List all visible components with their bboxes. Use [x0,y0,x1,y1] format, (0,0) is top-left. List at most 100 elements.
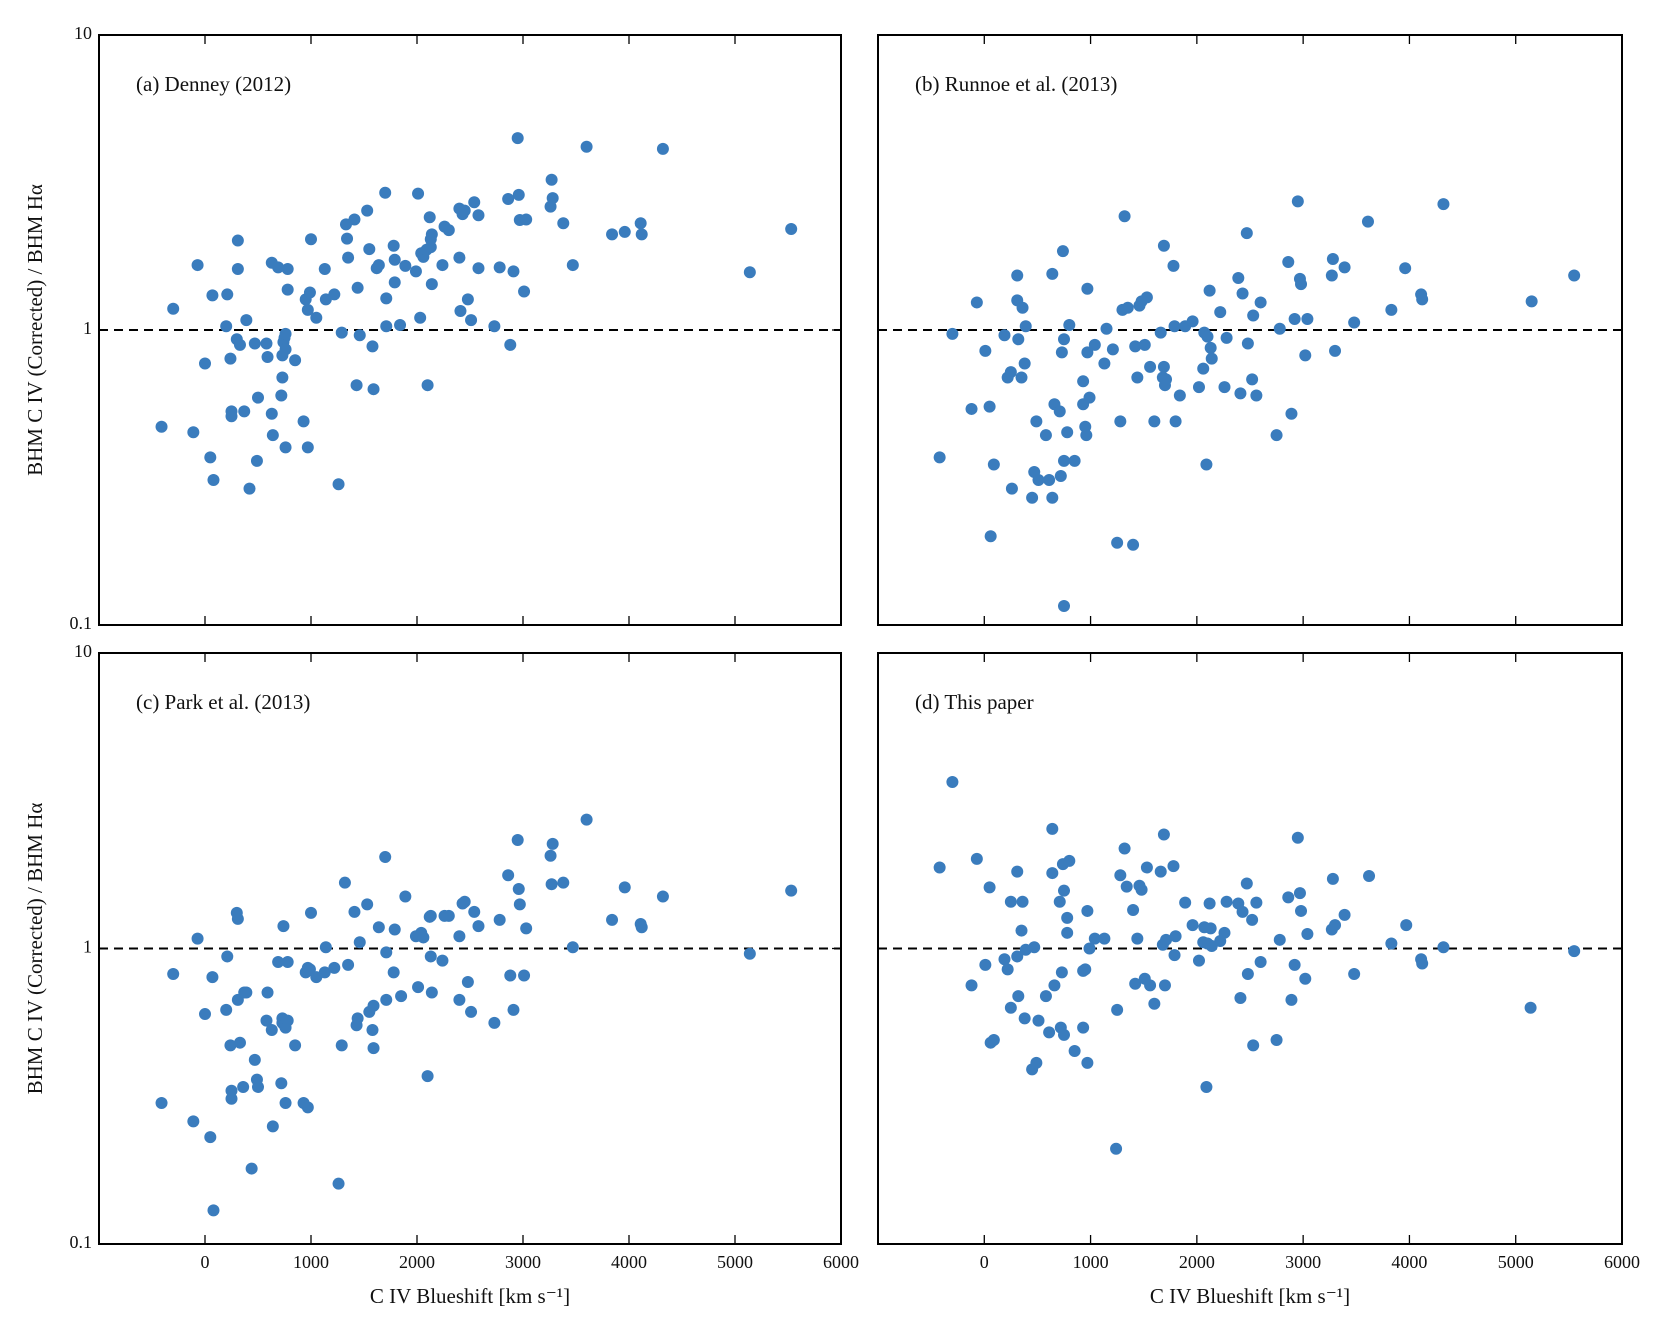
data-point [1129,977,1142,990]
data-point [1004,1001,1017,1014]
data-point [946,775,959,788]
data-point [1030,1056,1043,1069]
data-point [361,898,374,911]
data-point [502,193,515,206]
data-point [1032,1014,1045,1027]
data-point [155,1097,168,1110]
data-point [187,426,200,439]
data-point [1018,1012,1031,1025]
data-point [281,1014,294,1027]
data-point [1054,469,1067,482]
data-point [1079,963,1092,976]
data-point [395,990,408,1003]
data-point [266,429,279,442]
data-point [1039,990,1052,1003]
data-point [1220,331,1233,344]
data-point [275,389,288,402]
data-point [1081,1056,1094,1069]
data-point [1416,957,1429,970]
data-point [206,289,219,302]
data-point [1081,282,1094,295]
data-point [1218,926,1231,939]
data-point [301,441,314,454]
data-point [1291,195,1304,208]
data-point [606,913,619,926]
data-point [191,932,204,945]
data-point [206,971,219,984]
data-point [1363,869,1376,882]
data-point [425,278,438,291]
data-point [1250,389,1263,402]
data-point [502,869,515,882]
data-point [566,941,579,954]
data-point [743,266,756,279]
data-point [493,913,506,926]
data-point [1011,950,1024,963]
data-point [1338,908,1351,921]
data-point [488,320,501,333]
data-point [342,958,355,971]
x-tick-label: 1000 [1073,1252,1109,1272]
data-point [1011,269,1024,282]
data-point [1055,346,1068,359]
data-point [1186,315,1199,328]
data-point [1179,896,1192,909]
data-point [634,217,647,230]
y-tick-label: 0.1 [70,1232,93,1252]
data-point [199,1008,211,1021]
x-tick-label: 2000 [1179,1252,1215,1272]
data-point [436,954,449,967]
data-point [970,296,983,309]
data-point [1004,895,1017,908]
y-axis-label: BHM C IV (Corrected) / BHM Hα [23,803,47,1095]
data-point [1048,979,1061,992]
data-point [303,286,316,299]
data-point [412,187,425,200]
data-point [1063,318,1076,331]
data-point [1053,405,1066,418]
x-axis-label: C IV Blueshift [km s⁻¹] [370,1284,570,1308]
data-point [199,357,211,370]
data-point [275,1077,288,1090]
data-point [458,895,471,908]
data-point [1250,896,1263,909]
data-point [1098,932,1111,945]
data-point [1135,883,1148,896]
data-point [465,314,478,327]
data-point [260,1014,273,1027]
data-point [566,259,579,272]
data-point [1154,865,1167,878]
data-point [1100,322,1113,335]
data-point [465,1005,478,1018]
data-point [1083,391,1096,404]
data-point [511,132,524,145]
data-point [461,293,474,306]
x-tick-label: 2000 [399,1252,435,1272]
data-point [1015,371,1028,384]
data-point [1144,360,1157,373]
data-point [1039,429,1052,442]
data-point [1282,891,1295,904]
data-point [279,343,292,356]
data-point [1068,1044,1081,1057]
data-point [191,259,204,272]
data-point [1203,284,1216,297]
data-point [785,884,798,897]
data-point [1236,905,1249,918]
data-point [618,881,631,894]
data-point [1361,215,1374,228]
data-point [1111,536,1124,549]
data-point [318,966,331,979]
data-point [297,415,310,428]
data-point [1005,482,1018,495]
data-point [272,261,285,274]
data-point [1063,854,1076,867]
data-point [1293,887,1306,900]
data-point [399,890,412,903]
panel: (b) Runnoe et al. (2013) [877,34,1623,626]
data-point [424,241,437,254]
data-point [1154,326,1167,339]
data-point [1247,1039,1260,1052]
data-point [983,400,996,413]
data-point [1285,993,1298,1006]
